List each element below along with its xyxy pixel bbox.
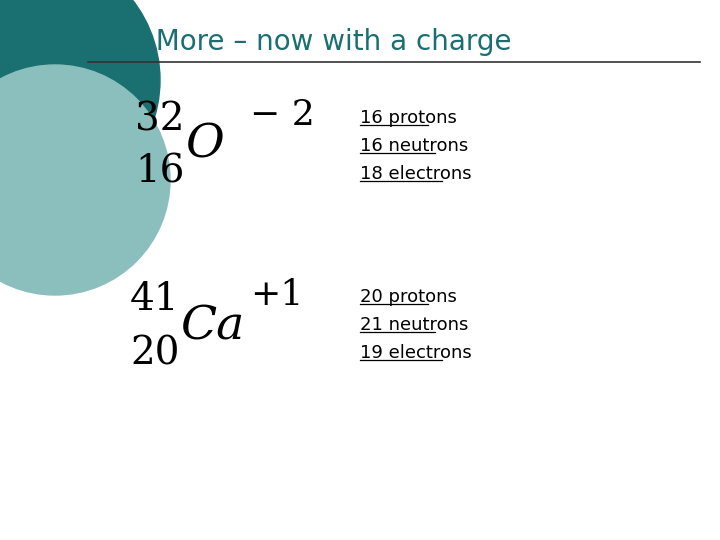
Text: +1: +1 <box>250 278 303 312</box>
Text: O: O <box>185 123 224 167</box>
Text: 20 protons: 20 protons <box>360 288 457 306</box>
Text: 16 neutrons: 16 neutrons <box>360 137 468 155</box>
Text: − 2: − 2 <box>250 98 315 132</box>
Text: 32: 32 <box>135 102 184 138</box>
Circle shape <box>0 65 170 295</box>
Text: 20: 20 <box>130 335 179 373</box>
Text: 16: 16 <box>135 153 184 191</box>
Text: 19 electrons: 19 electrons <box>360 344 472 362</box>
Text: 41: 41 <box>130 281 179 319</box>
Text: 18 electrons: 18 electrons <box>360 165 472 183</box>
Text: 16 protons: 16 protons <box>360 109 457 127</box>
Text: 21 neutrons: 21 neutrons <box>360 316 469 334</box>
Text: Two More – now with a charge: Two More – now with a charge <box>95 28 511 56</box>
Text: Ca: Ca <box>180 305 244 349</box>
Circle shape <box>0 0 160 210</box>
